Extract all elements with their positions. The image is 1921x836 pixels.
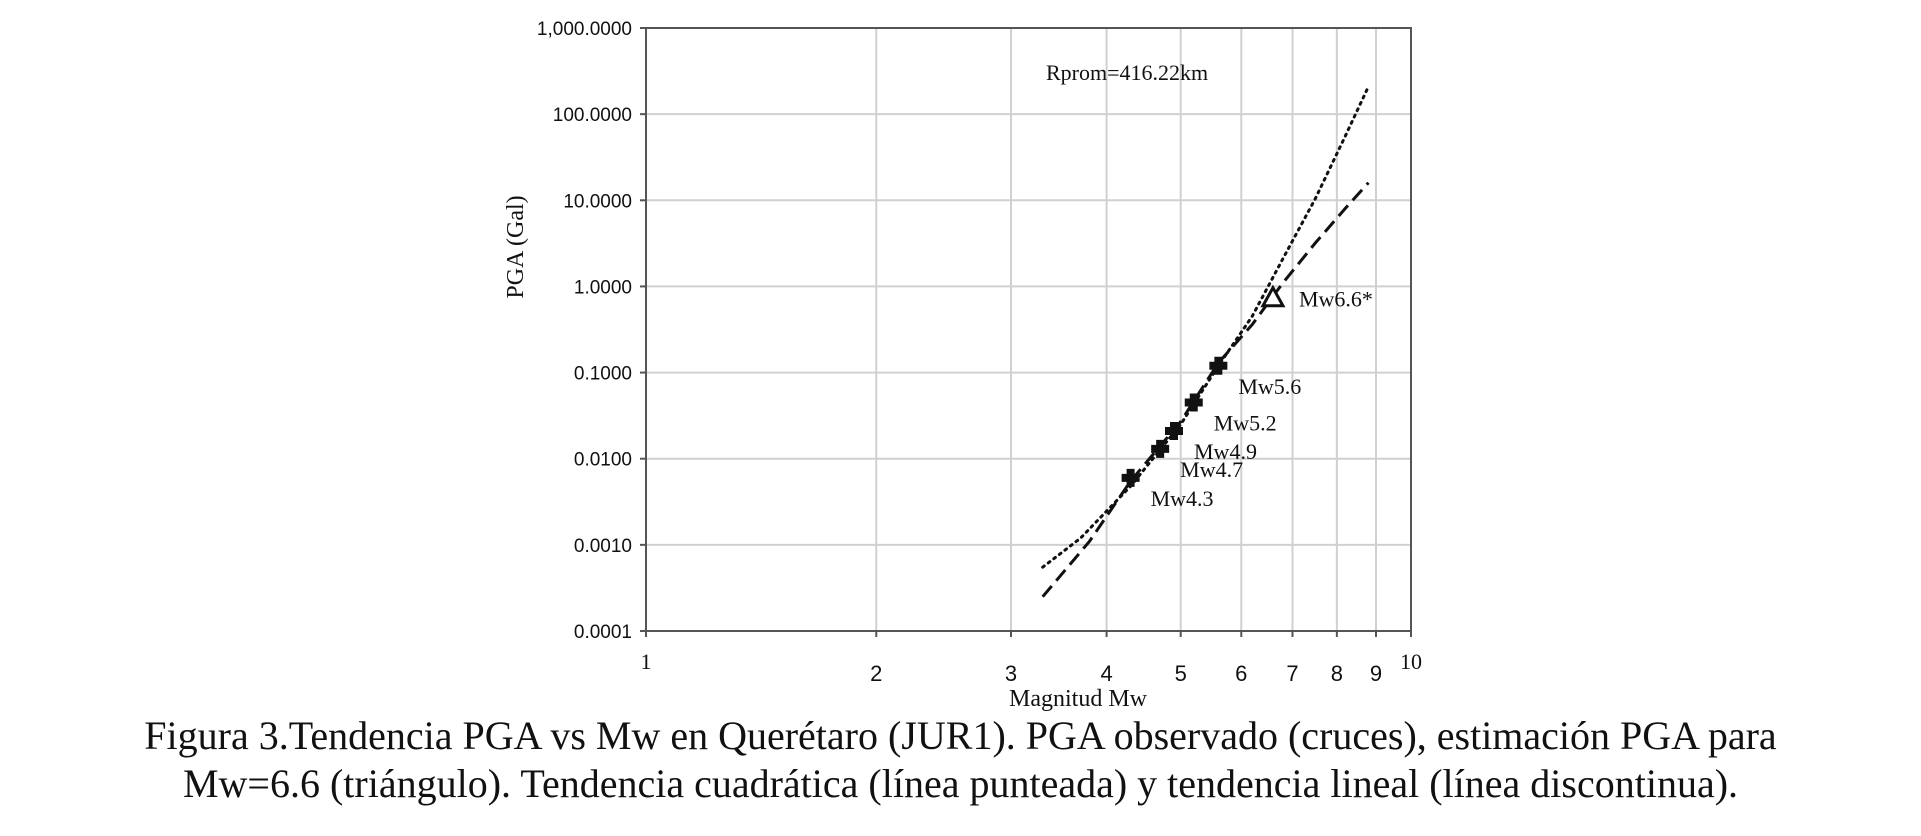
plot-frame bbox=[645, 27, 1412, 632]
point-label: Mw4.7 bbox=[1180, 457, 1243, 482]
estimated-point-triangle bbox=[1260, 284, 1286, 308]
y-tick-label: 0.0100 bbox=[574, 450, 632, 471]
figure-caption: Figura 3.Tendencia PGA vs Mw en Querétar… bbox=[0, 712, 1921, 808]
x-tick-label: 6 bbox=[1235, 661, 1247, 686]
y-tick-label: 1.0000 bbox=[574, 277, 632, 298]
x-tick-label: 5 bbox=[1175, 661, 1187, 686]
x-tick-label: 2 bbox=[870, 661, 882, 686]
y-tick-label: 1,000.0000 bbox=[537, 19, 632, 40]
x-tick-label: 1 bbox=[641, 649, 652, 674]
y-tick-label: 0.1000 bbox=[574, 364, 632, 385]
point-label: Mw4.9 bbox=[1194, 439, 1257, 464]
point-label: Mw5.2 bbox=[1214, 410, 1277, 435]
point-label: Mw6.6* bbox=[1299, 287, 1373, 312]
x-tick-label: 9 bbox=[1370, 661, 1382, 686]
observed-point-cross bbox=[1184, 393, 1203, 412]
point-label: Mw5.6 bbox=[1238, 374, 1301, 399]
chart-annotation: Rprom=416.22km bbox=[1046, 60, 1208, 85]
grid bbox=[645, 27, 1412, 632]
observed-point-cross bbox=[1165, 421, 1183, 440]
observed-point-cross bbox=[1151, 439, 1170, 458]
x-axis-title: Magnitud Mw bbox=[1009, 686, 1148, 712]
x-tick-label: 7 bbox=[1286, 661, 1298, 686]
x-tick-label: 3 bbox=[1005, 661, 1017, 686]
y-tick-label: 0.0010 bbox=[574, 536, 632, 557]
x-tick-label: 4 bbox=[1100, 661, 1112, 686]
trend-lines bbox=[1041, 84, 1370, 598]
caption-line-1: Figura 3.Tendencia PGA vs Mw en Querétar… bbox=[144, 713, 1777, 758]
observed-point-cross bbox=[1209, 356, 1228, 375]
x-tick-label: 10 bbox=[1400, 649, 1422, 674]
caption-line-2: Mw=6.6 (triángulo). Tendencia cuadrática… bbox=[182, 761, 1739, 806]
y-axis-title: PGA (Gal) bbox=[503, 195, 529, 298]
y-tick-label: 10.0000 bbox=[563, 191, 632, 212]
y-tick-label: 100.0000 bbox=[553, 105, 632, 126]
data-markers bbox=[1121, 284, 1286, 487]
quadratic-trend-line bbox=[1041, 84, 1370, 569]
y-axis-ticks: 1,000.0000 100.0000 10.0000 1.0000 0.1000 0.0… bbox=[537, 19, 646, 643]
x-axis-ticks: 1 2 3 4 5 6 7 8 9 10 bbox=[641, 631, 1422, 686]
point-label: Mw4.3 bbox=[1151, 486, 1214, 511]
observed-point-cross bbox=[1121, 468, 1140, 487]
x-tick-label: 8 bbox=[1331, 661, 1343, 686]
y-tick-label: 0.0001 bbox=[574, 622, 632, 643]
linear-trend-line bbox=[1041, 181, 1370, 598]
